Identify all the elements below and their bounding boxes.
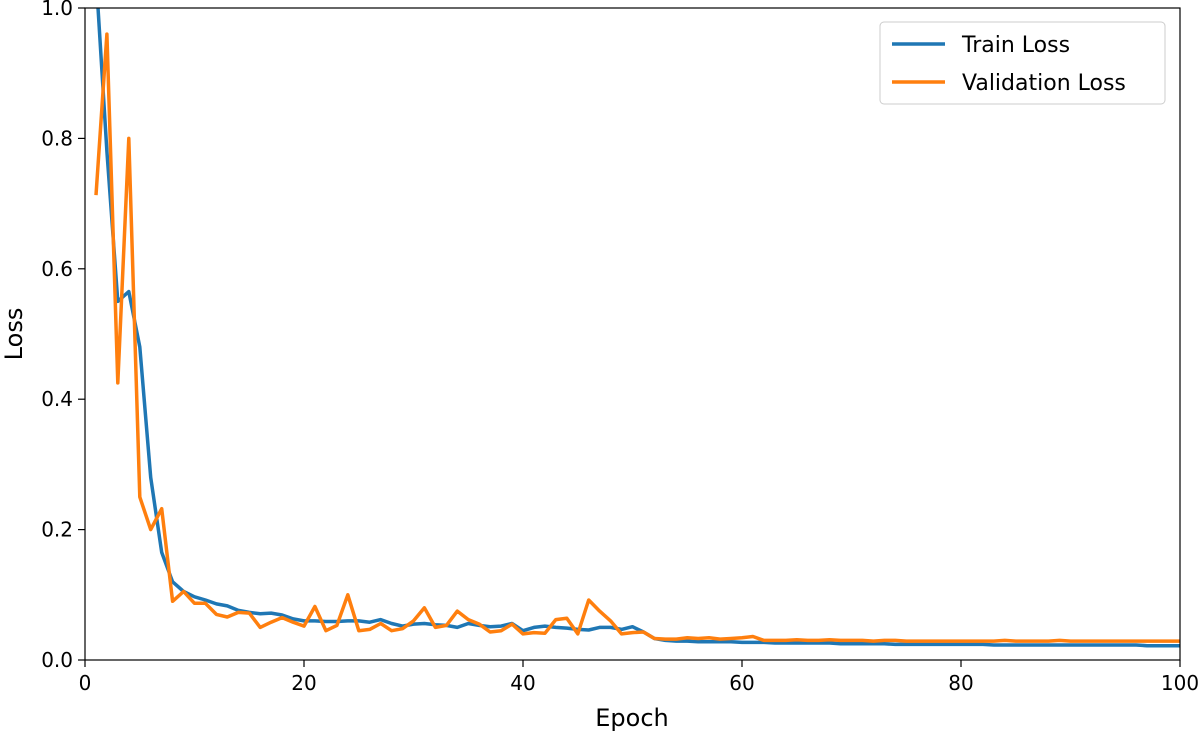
- x-tick-label: 100: [1161, 671, 1199, 695]
- y-tick-label: 0.2: [41, 518, 73, 542]
- y-axis-label: Loss: [0, 308, 28, 361]
- x-tick-label: 20: [291, 671, 316, 695]
- x-tick-label: 40: [510, 671, 535, 695]
- legend: Train Loss Validation Loss: [879, 21, 1166, 105]
- legend-label: Train Loss: [961, 33, 1070, 58]
- y-tick-label: 0.8: [41, 126, 73, 150]
- y-tick-label: 1.0: [41, 0, 73, 20]
- x-tick-label: 0: [79, 671, 92, 695]
- y-tick-label: 0.0: [41, 648, 73, 672]
- legend-label: Validation Loss: [962, 71, 1126, 96]
- x-axis-label: Epoch: [595, 704, 669, 732]
- x-tick-label: 80: [948, 671, 973, 695]
- x-tick-label: 60: [729, 671, 754, 695]
- series-line-validation-loss: [94, 32, 1180, 643]
- y-tick-label: 0.4: [41, 387, 73, 411]
- y-tick-label: 0.6: [41, 257, 73, 281]
- series-line-train-loss: [96, 8, 1180, 648]
- plot-frame: [84, 7, 1181, 661]
